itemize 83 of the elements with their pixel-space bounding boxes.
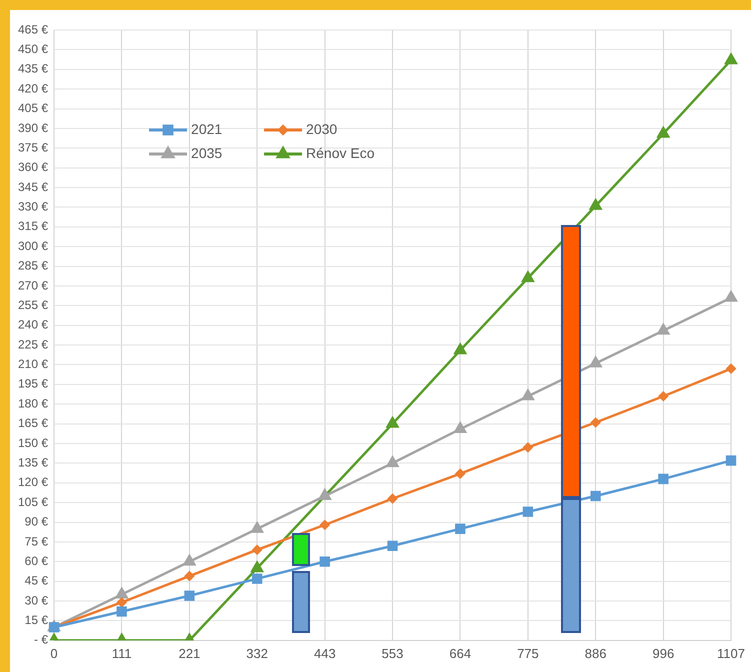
legend-label: 2021 bbox=[191, 120, 222, 137]
y-tick-label: 45 € bbox=[24, 574, 48, 588]
point bbox=[116, 598, 126, 608]
x-tick-label: 111 bbox=[112, 646, 132, 661]
point bbox=[252, 545, 262, 555]
y-tick-label: 225 € bbox=[18, 337, 48, 352]
y-tick-label: 75 € bbox=[24, 534, 48, 548]
point bbox=[251, 522, 264, 533]
y-tick-label: 180 € bbox=[18, 396, 48, 410]
point bbox=[726, 364, 736, 374]
point bbox=[387, 540, 398, 552]
point bbox=[726, 455, 736, 466]
point bbox=[252, 574, 262, 584]
y-tick-label: 15 € bbox=[24, 613, 48, 628]
point bbox=[523, 442, 533, 452]
point bbox=[590, 418, 600, 428]
legend-label: 2035 bbox=[191, 144, 222, 161]
point bbox=[251, 561, 264, 572]
point bbox=[184, 571, 194, 581]
point bbox=[455, 524, 466, 534]
y-tick-label: 90 € bbox=[24, 514, 48, 529]
point bbox=[522, 271, 534, 282]
y-tick-label: 210 € bbox=[18, 357, 48, 372]
point bbox=[454, 344, 466, 354]
y-tick-label: 345 € bbox=[18, 180, 48, 194]
x-tick-label: 553 bbox=[382, 646, 404, 661]
y-tick-label: 435 € bbox=[18, 62, 48, 76]
y-tick-label: 135 € bbox=[18, 456, 48, 470]
point bbox=[725, 291, 738, 302]
y-tick-label: 315 € bbox=[18, 219, 48, 234]
y-tick-label: 270 € bbox=[18, 278, 48, 292]
y-tick-label: 150 € bbox=[18, 436, 48, 450]
y-tick-label: 375 € bbox=[18, 140, 48, 154]
y-tick-label: 300 € bbox=[18, 238, 48, 253]
point bbox=[388, 494, 398, 504]
y-tick-label: 330 € bbox=[18, 200, 48, 214]
legend-label: Rénov Eco bbox=[306, 144, 375, 161]
x-tick-label: 996 bbox=[652, 646, 674, 661]
point bbox=[320, 520, 330, 530]
point bbox=[522, 389, 534, 400]
y-tick-label: 390 € bbox=[18, 120, 48, 135]
point bbox=[657, 324, 670, 335]
point bbox=[590, 490, 601, 502]
point bbox=[116, 588, 128, 598]
legend-label: 2030 bbox=[306, 120, 338, 137]
y-tick-label: 165 € bbox=[18, 416, 48, 430]
point bbox=[455, 468, 465, 478]
y-tick-label: 420 € bbox=[18, 81, 48, 96]
x-tick-label: 221 bbox=[178, 646, 200, 661]
y-tick-label: 405 € bbox=[18, 101, 48, 116]
point bbox=[386, 417, 399, 428]
point bbox=[522, 506, 534, 517]
x-tick-label: 775 bbox=[517, 646, 539, 661]
x-tick-label: 0 bbox=[50, 646, 58, 661]
y-tick-label: 105 € bbox=[18, 494, 48, 509]
x-tick-label: 443 bbox=[314, 646, 336, 661]
point bbox=[454, 422, 466, 434]
y-tick-label: 465 € bbox=[18, 22, 48, 36]
point bbox=[184, 590, 195, 601]
x-tick-label: 664 bbox=[449, 646, 472, 661]
point bbox=[590, 199, 602, 210]
y-tick-label: 360 € bbox=[18, 160, 48, 174]
x-tick-label: 886 bbox=[584, 646, 606, 661]
x-tick-label: 332 bbox=[246, 646, 268, 661]
point bbox=[657, 126, 670, 138]
y-tick-label: 450 € bbox=[18, 42, 48, 56]
y-tick-label: 120 € bbox=[18, 475, 48, 490]
y-tick-label: 195 € bbox=[18, 376, 48, 391]
y-tick-label: 285 € bbox=[18, 258, 48, 273]
y-tick-label: 255 € bbox=[18, 298, 48, 312]
point bbox=[116, 606, 127, 617]
y-tick-label: 60 € bbox=[24, 554, 48, 568]
y-tick-label: 30 € bbox=[24, 593, 48, 608]
point bbox=[320, 556, 330, 567]
point bbox=[725, 53, 738, 64]
y-tick-label: 240 € bbox=[18, 318, 48, 332]
point bbox=[183, 554, 196, 566]
point bbox=[658, 391, 668, 401]
y-tick-label: - € bbox=[34, 632, 48, 647]
point bbox=[590, 356, 602, 368]
x-tick-label: 1107 bbox=[717, 646, 746, 661]
point bbox=[658, 474, 668, 484]
point bbox=[386, 456, 399, 468]
